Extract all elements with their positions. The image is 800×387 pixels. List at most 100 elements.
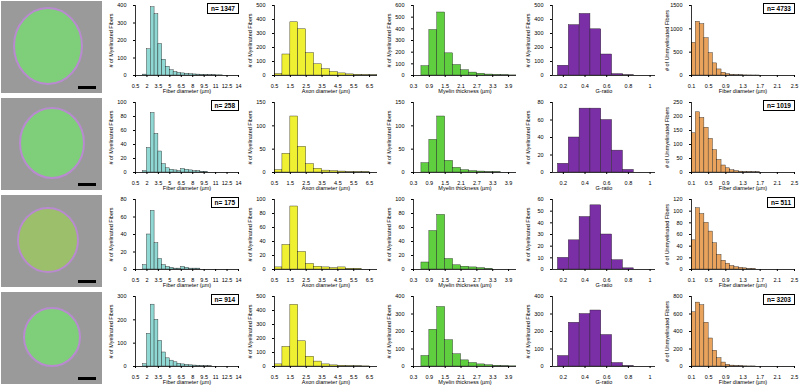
- svg-text:# of Unmyelinated Fibers: # of Unmyelinated Fibers: [664, 204, 670, 265]
- svg-text:100: 100: [673, 141, 682, 147]
- svg-text:0: 0: [401, 169, 404, 175]
- svg-text:150: 150: [395, 99, 404, 105]
- svg-text:100: 100: [534, 346, 543, 352]
- svg-text:0.9: 0.9: [426, 277, 434, 283]
- svg-text:0.5: 0.5: [705, 180, 713, 186]
- svg-text:80: 80: [259, 210, 265, 216]
- svg-text:0.5: 0.5: [705, 374, 713, 380]
- svg-text:1.5: 1.5: [287, 83, 295, 89]
- svg-text:# of Myelinated Fibers: # of Myelinated Fibers: [525, 304, 531, 358]
- svg-text:# of Myelinated Fibers: # of Myelinated Fibers: [247, 110, 253, 164]
- svg-text:2.1: 2.1: [774, 374, 782, 380]
- svg-text:# of Myelinated Fibers: # of Myelinated Fibers: [108, 13, 114, 67]
- svg-text:0: 0: [262, 169, 265, 175]
- svg-text:11: 11: [213, 277, 219, 283]
- svg-text:0: 0: [123, 266, 126, 272]
- svg-text:1: 1: [649, 180, 652, 186]
- svg-text:50: 50: [537, 208, 543, 214]
- svg-text:400: 400: [117, 2, 126, 8]
- svg-text:0: 0: [123, 169, 126, 175]
- svg-text:40: 40: [259, 238, 265, 244]
- svg-text:500: 500: [673, 49, 682, 55]
- svg-text:5.5: 5.5: [350, 83, 358, 89]
- svg-text:Fiber diameter (µm): Fiber diameter (µm): [719, 282, 768, 288]
- svg-text:10: 10: [537, 255, 543, 261]
- svg-text:20: 20: [120, 249, 126, 255]
- svg-text:G-ratio: G-ratio: [596, 282, 613, 288]
- svg-text:300: 300: [395, 311, 404, 317]
- svg-text:# of Myelinated Fibers: # of Myelinated Fibers: [386, 304, 392, 358]
- svg-text:0: 0: [679, 169, 682, 175]
- svg-text:100: 100: [534, 58, 543, 64]
- svg-text:14: 14: [235, 83, 241, 89]
- svg-text:80: 80: [120, 113, 126, 119]
- svg-text:0.5: 0.5: [705, 83, 713, 89]
- svg-text:100: 100: [673, 208, 682, 214]
- svg-text:200: 200: [256, 44, 265, 50]
- svg-text:80: 80: [676, 220, 682, 226]
- svg-text:2.1: 2.1: [774, 83, 782, 89]
- svg-text:Fiber diameter (µm): Fiber diameter (µm): [719, 88, 768, 94]
- svg-text:200: 200: [117, 317, 126, 323]
- svg-text:200: 200: [395, 328, 404, 334]
- svg-text:0.9: 0.9: [426, 180, 434, 186]
- svg-text:0.4: 0.4: [581, 83, 589, 89]
- svg-text:0.8: 0.8: [625, 277, 633, 283]
- svg-text:300: 300: [117, 293, 126, 299]
- svg-text:1000: 1000: [670, 26, 682, 32]
- svg-text:0.1: 0.1: [688, 83, 696, 89]
- svg-text:0.5: 0.5: [132, 83, 140, 89]
- svg-text:Axon diameter (µm): Axon diameter (µm): [302, 88, 351, 94]
- svg-text:0: 0: [540, 266, 543, 272]
- svg-text:Fiber diameter (µm): Fiber diameter (µm): [163, 282, 212, 288]
- svg-text:0.9: 0.9: [426, 374, 434, 380]
- svg-text:0.2: 0.2: [560, 83, 568, 89]
- svg-text:200: 200: [673, 346, 682, 352]
- svg-text:Myelin thickness (µm): Myelin thickness (µm): [438, 88, 491, 94]
- svg-text:400: 400: [256, 16, 265, 22]
- svg-text:40: 40: [398, 238, 404, 244]
- svg-text:0.2: 0.2: [560, 180, 568, 186]
- svg-text:300: 300: [534, 30, 543, 36]
- svg-text:500: 500: [534, 2, 543, 8]
- svg-text:3.9: 3.9: [505, 374, 513, 380]
- svg-text:300: 300: [256, 321, 265, 327]
- svg-text:2.5: 2.5: [791, 374, 799, 380]
- svg-text:40: 40: [676, 243, 682, 249]
- svg-text:600: 600: [395, 2, 404, 8]
- svg-text:100: 100: [256, 58, 265, 64]
- svg-text:1: 1: [649, 374, 652, 380]
- svg-text:20: 20: [398, 252, 404, 258]
- svg-text:2: 2: [145, 374, 148, 380]
- svg-text:0.5: 0.5: [271, 277, 279, 283]
- svg-text:0: 0: [540, 169, 543, 175]
- svg-text:200: 200: [117, 37, 126, 43]
- svg-text:0.2: 0.2: [560, 277, 568, 283]
- svg-text:0: 0: [262, 72, 265, 78]
- svg-text:600: 600: [673, 311, 682, 317]
- svg-text:0: 0: [540, 72, 543, 78]
- svg-text:50: 50: [259, 146, 265, 152]
- svg-text:30: 30: [537, 231, 543, 237]
- svg-text:0.3: 0.3: [410, 277, 418, 283]
- svg-text:100: 100: [117, 55, 126, 61]
- svg-text:0.5: 0.5: [705, 277, 713, 283]
- svg-text:G-ratio: G-ratio: [596, 185, 613, 191]
- svg-text:0.4: 0.4: [581, 374, 589, 380]
- svg-text:Axon diameter (µm): Axon diameter (µm): [302, 185, 351, 191]
- svg-text:0.8: 0.8: [625, 374, 633, 380]
- svg-text:0.4: 0.4: [581, 180, 589, 186]
- svg-text:250: 250: [673, 99, 682, 105]
- svg-text:# of Myelinated Fibers: # of Myelinated Fibers: [525, 13, 531, 67]
- svg-text:150: 150: [256, 99, 265, 105]
- svg-text:0.5: 0.5: [132, 374, 140, 380]
- svg-text:0.5: 0.5: [132, 277, 140, 283]
- svg-text:12.5: 12.5: [222, 180, 233, 186]
- svg-text:300: 300: [256, 30, 265, 36]
- svg-text:0.5: 0.5: [271, 374, 279, 380]
- svg-text:40: 40: [537, 220, 543, 226]
- svg-text:Fiber diameter (µm): Fiber diameter (µm): [163, 379, 212, 385]
- svg-text:# of Myelinated Fibers: # of Myelinated Fibers: [247, 207, 253, 261]
- svg-text:1500: 1500: [670, 2, 682, 8]
- svg-text:# of Myelinated Fibers: # of Myelinated Fibers: [247, 304, 253, 358]
